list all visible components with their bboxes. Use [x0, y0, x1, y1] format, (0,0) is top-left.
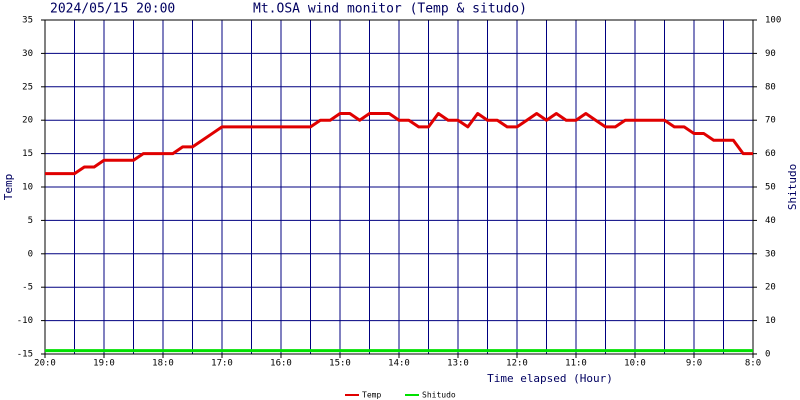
y2-tick-label: 70 — [765, 116, 776, 126]
y2-tick-label: 30 — [765, 249, 776, 259]
y-tick-label: 20 — [22, 116, 33, 126]
y-tick-label: -15 — [17, 350, 33, 360]
y2-tick-label: 20 — [765, 283, 776, 293]
y-tick-label: 25 — [22, 82, 33, 92]
x-tick-label: 18:0 — [152, 359, 174, 369]
y2-tick-label: 0 — [765, 350, 770, 360]
y2-tick-label: 100 — [765, 16, 781, 26]
data-line — [45, 112, 753, 176]
y-tick-label: 5 — [28, 216, 33, 226]
plot-border — [44, 19, 754, 355]
x-tick-label: 9:0 — [686, 359, 702, 369]
x-axis-label: Time elapsed (Hour) — [487, 372, 613, 385]
y2-tick-label: 60 — [765, 149, 776, 159]
y-tick-label: 15 — [22, 149, 33, 159]
x-tick-label: 19:0 — [93, 359, 115, 369]
timestamp: 2024/05/15 20:00 — [50, 2, 175, 17]
x-tick-label: 15:0 — [329, 359, 351, 369]
y-axis-label: Temp — [2, 174, 15, 201]
x-tick-label: 8:0 — [745, 359, 761, 369]
y-tick-label: 0 — [28, 249, 33, 259]
y2-tick-label: 50 — [765, 183, 776, 193]
x-tick-label: 20:0 — [34, 359, 56, 369]
x-tick-label: 13:0 — [447, 359, 469, 369]
y2-tick-label: 40 — [765, 216, 776, 226]
x-tick-label: 11:0 — [565, 359, 587, 369]
x-tick-label: 14:0 — [388, 359, 410, 369]
y2-axis-label: Shitudo — [786, 164, 799, 210]
y-tick-label: 10 — [22, 183, 33, 193]
x-tick-label: 16:0 — [270, 359, 292, 369]
x-tick-label: 17:0 — [211, 359, 233, 369]
y-tick-label: -10 — [17, 316, 33, 326]
legend-label: Shitudo — [422, 391, 456, 400]
legend-label: Temp — [362, 391, 381, 400]
x-tick-label: 10:0 — [624, 359, 646, 369]
y-tick-label: 30 — [22, 49, 33, 59]
y2-tick-label: 90 — [765, 49, 776, 59]
y2-tick-label: 10 — [765, 316, 776, 326]
y-tick-label: 35 — [22, 16, 33, 26]
x-tick-label: 12:0 — [506, 359, 528, 369]
y2-tick-label: 80 — [765, 82, 776, 92]
y-tick-label: -5 — [22, 283, 33, 293]
chart-title: Mt.OSA wind monitor (Temp & situdo) — [253, 2, 527, 17]
